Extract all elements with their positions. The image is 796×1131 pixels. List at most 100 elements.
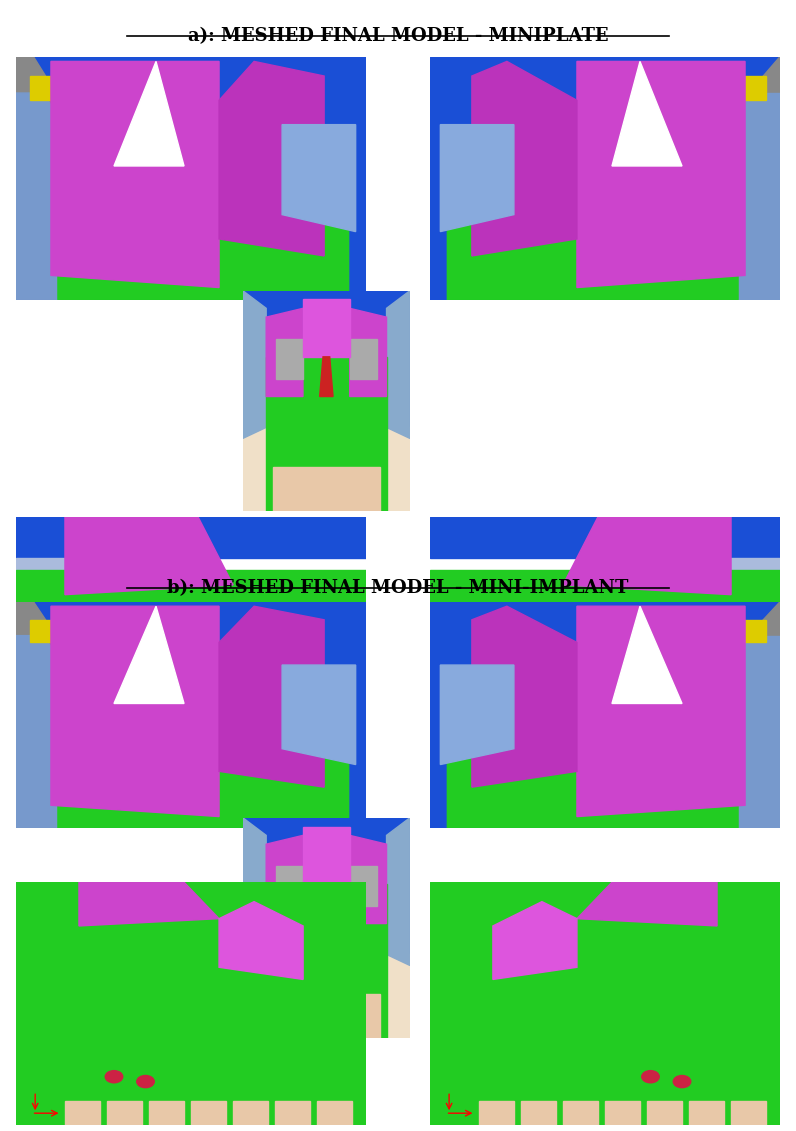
Polygon shape (65, 1102, 100, 1125)
Polygon shape (731, 517, 780, 760)
Polygon shape (16, 882, 65, 1125)
Circle shape (728, 627, 748, 640)
Circle shape (105, 1071, 123, 1082)
Polygon shape (479, 1102, 514, 1125)
Polygon shape (493, 901, 577, 979)
Polygon shape (472, 606, 577, 787)
Polygon shape (51, 606, 219, 817)
Polygon shape (387, 818, 410, 966)
Polygon shape (521, 1102, 556, 1125)
Polygon shape (58, 703, 349, 828)
Polygon shape (577, 606, 745, 817)
Polygon shape (282, 665, 356, 765)
Polygon shape (273, 467, 380, 511)
Polygon shape (243, 291, 266, 439)
Polygon shape (275, 1102, 310, 1125)
Polygon shape (563, 1102, 598, 1125)
Circle shape (642, 1071, 659, 1082)
Polygon shape (447, 703, 738, 828)
Text: a): MESHED FINAL MODEL - MINIPLATE: a): MESHED FINAL MODEL - MINIPLATE (188, 27, 608, 45)
Polygon shape (16, 57, 366, 300)
Polygon shape (577, 61, 745, 287)
Polygon shape (16, 602, 79, 828)
Polygon shape (243, 291, 410, 428)
Polygon shape (447, 166, 738, 300)
Polygon shape (79, 882, 219, 926)
Polygon shape (114, 606, 184, 703)
Polygon shape (16, 559, 107, 633)
Polygon shape (703, 93, 780, 300)
Polygon shape (717, 602, 780, 828)
Polygon shape (149, 1102, 184, 1125)
Polygon shape (430, 882, 780, 1125)
Polygon shape (731, 882, 780, 1125)
Polygon shape (219, 901, 303, 979)
Polygon shape (16, 517, 65, 760)
Polygon shape (430, 57, 780, 300)
Polygon shape (717, 57, 780, 300)
Polygon shape (717, 633, 780, 760)
Polygon shape (349, 339, 377, 379)
Polygon shape (16, 602, 366, 828)
Polygon shape (58, 166, 349, 300)
Polygon shape (738, 620, 766, 642)
Polygon shape (16, 636, 93, 828)
Polygon shape (273, 994, 380, 1038)
Polygon shape (266, 884, 387, 1038)
Polygon shape (317, 1102, 352, 1125)
Polygon shape (30, 620, 58, 642)
Polygon shape (738, 76, 766, 101)
Polygon shape (689, 559, 780, 633)
Polygon shape (233, 1102, 268, 1125)
Polygon shape (349, 836, 387, 924)
Polygon shape (243, 818, 266, 966)
Polygon shape (612, 61, 682, 166)
Polygon shape (16, 614, 33, 644)
Polygon shape (16, 93, 93, 300)
Polygon shape (349, 309, 387, 397)
Polygon shape (19, 638, 65, 731)
Circle shape (80, 658, 92, 667)
Circle shape (704, 658, 716, 667)
Polygon shape (563, 517, 731, 595)
Circle shape (64, 646, 80, 656)
Polygon shape (65, 517, 233, 595)
Polygon shape (219, 606, 324, 787)
Polygon shape (731, 1102, 766, 1125)
Polygon shape (440, 665, 514, 765)
Polygon shape (266, 357, 387, 511)
Polygon shape (689, 1102, 724, 1125)
Polygon shape (276, 339, 303, 379)
Polygon shape (703, 636, 780, 828)
Circle shape (137, 1076, 154, 1088)
Polygon shape (472, 61, 577, 256)
Polygon shape (219, 61, 324, 256)
Polygon shape (276, 866, 303, 906)
Circle shape (48, 627, 68, 640)
Polygon shape (430, 570, 780, 760)
Polygon shape (114, 61, 184, 166)
Circle shape (673, 1076, 691, 1088)
Polygon shape (30, 76, 58, 101)
Polygon shape (430, 517, 780, 559)
Polygon shape (577, 882, 717, 926)
Polygon shape (16, 882, 366, 1125)
Polygon shape (303, 827, 349, 884)
Polygon shape (682, 882, 780, 950)
Polygon shape (349, 866, 377, 906)
Polygon shape (16, 570, 366, 760)
Polygon shape (282, 124, 356, 232)
Polygon shape (605, 1102, 640, 1125)
Polygon shape (51, 61, 219, 287)
Polygon shape (647, 1102, 682, 1125)
Polygon shape (243, 818, 410, 955)
Polygon shape (16, 57, 79, 300)
Polygon shape (191, 1102, 226, 1125)
Polygon shape (16, 517, 366, 559)
Polygon shape (243, 955, 410, 1038)
Polygon shape (303, 300, 349, 357)
Polygon shape (107, 1102, 142, 1125)
Polygon shape (266, 836, 303, 924)
Polygon shape (243, 428, 410, 511)
Polygon shape (440, 124, 514, 232)
